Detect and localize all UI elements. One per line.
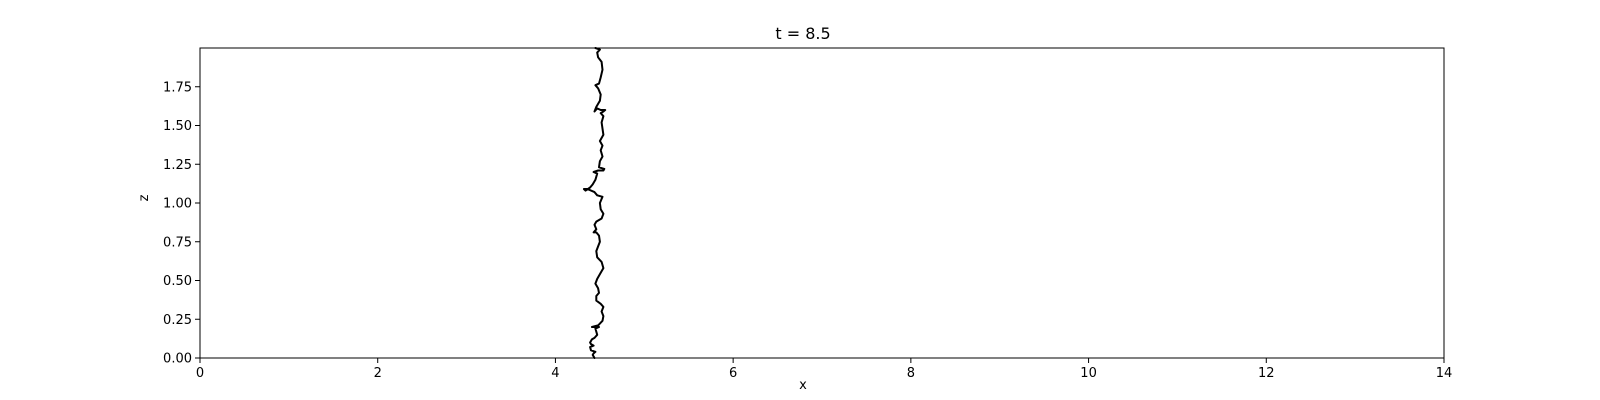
y-tick-label: 1.00 [163,197,192,212]
x-tick-label: 4 [551,366,559,381]
y-tick-label: 0.25 [163,313,192,328]
x-tick-label: 10 [1080,366,1097,381]
x-tick-label: 2 [374,366,382,381]
series-layer [582,47,607,359]
y-axis-ticks: 0.00 0.25 0.50 0.75 1.00 1.25 1.50 1.75 [163,80,200,367]
x-axis-ticks: 0 2 4 6 8 10 12 14 [196,358,1452,381]
y-tick-label: 0.00 [163,352,192,367]
y-tick-label: 0.75 [163,235,192,250]
x-tick-label: 14 [1436,366,1453,381]
x-tick-label: 6 [729,366,737,381]
y-tick-label: 1.50 [163,119,192,134]
x-tick-label: 12 [1258,366,1275,381]
x-tick-label: 0 [196,366,204,381]
plot-area-frame [199,47,1445,359]
x-axis-label: x [799,378,807,393]
y-tick-label: 0.50 [163,274,192,289]
y-tick-label: 1.25 [163,158,192,173]
x-tick-label: 8 [907,366,915,381]
y-axis-label: z [137,194,152,201]
y-tick-label: 1.75 [163,80,192,95]
interface-contour-line [582,47,607,359]
chart-title: t = 8.5 [775,24,830,43]
